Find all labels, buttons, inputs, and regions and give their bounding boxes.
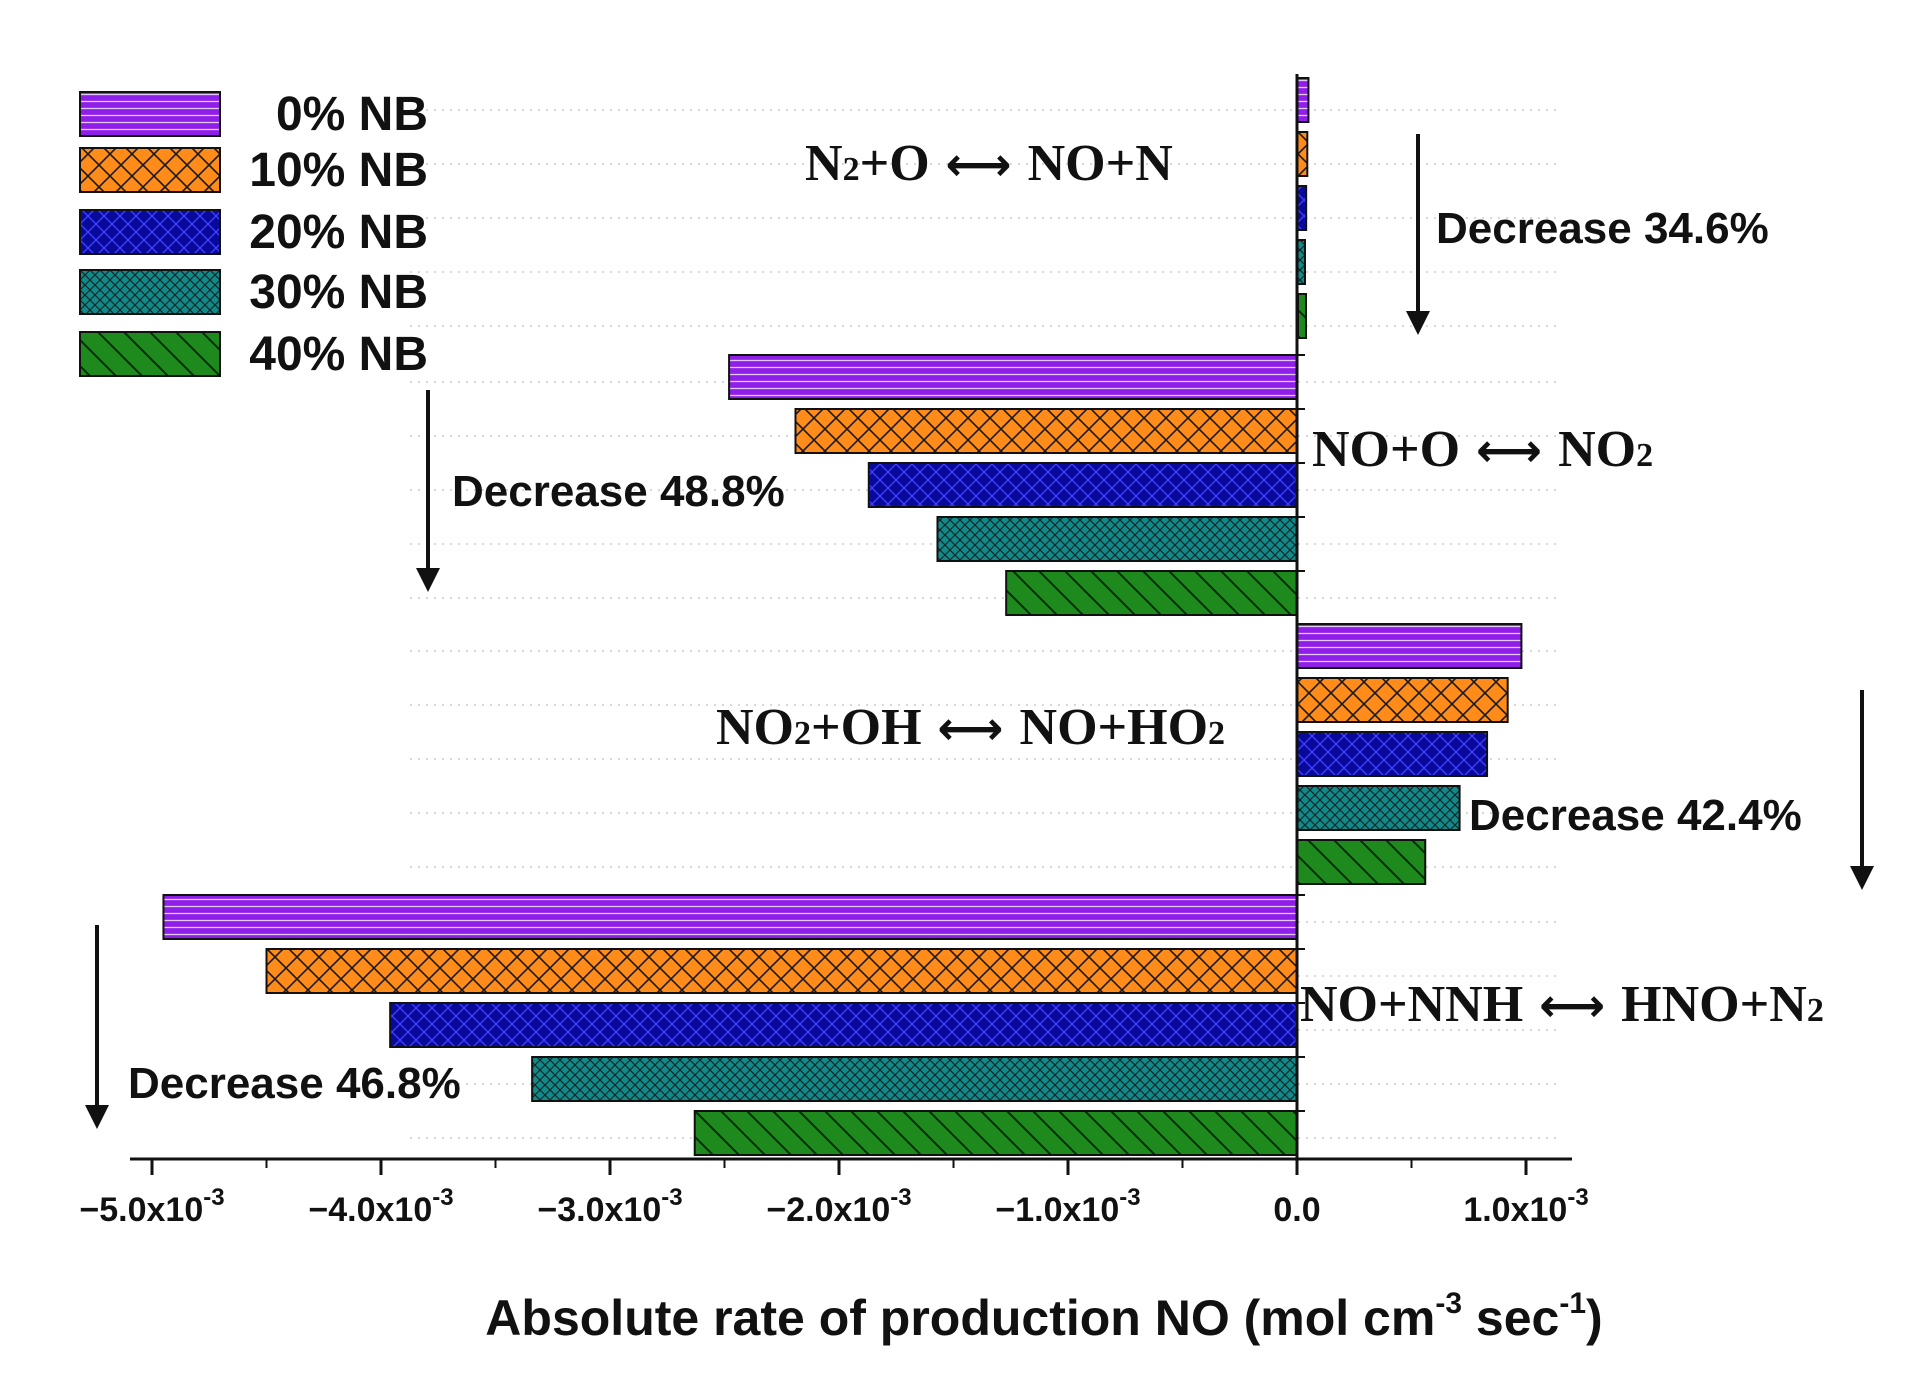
legend-label-5: 40% NB: [249, 328, 428, 381]
legend-label-3: 20% NB: [249, 206, 428, 259]
legend-swatch-4: [79, 269, 221, 315]
reaction-label-1: N2+O ⟷ NO+N: [805, 135, 1173, 192]
x-tick-label: 0.0: [1273, 1191, 1320, 1229]
bar-2-3: [867, 462, 1299, 508]
legend-label-1: 0% NB: [276, 88, 428, 141]
legend-swatch-2: [79, 147, 221, 193]
bar-1-1: [1296, 77, 1310, 123]
bar-1-2: [1296, 131, 1309, 177]
bar-3-2: [1296, 677, 1509, 723]
decrease-label-4: Decrease 46.8%: [128, 1059, 461, 1108]
bar-4-5: [693, 1110, 1298, 1156]
legend-swatch-5: [79, 331, 221, 377]
legend-label-4: 30% NB: [249, 266, 428, 319]
axes: −5.0x10-3 −4.0x10-3 −3.0x10-3 −2.0x10-3 −1.0…: [79, 74, 1603, 1346]
bar-3-1: [1296, 623, 1523, 669]
bar-2-1: [728, 354, 1298, 400]
bar-2-5: [1005, 570, 1298, 616]
reaction-label-4: NO+NNH ⟷ HNO+N2: [1300, 976, 1824, 1033]
bar-2-4: [936, 516, 1298, 562]
decrease-label-3: Decrease 42.4%: [1469, 791, 1802, 840]
x-tick-label: −1.0x10-3: [995, 1184, 1140, 1229]
bar-2-2: [794, 408, 1298, 454]
bar-3-5: [1296, 839, 1427, 885]
reaction-label-3: NO2+OH ⟷ NO+HO2: [716, 699, 1225, 756]
legend-swatch-1: [79, 91, 221, 137]
bar-1-5: [1297, 293, 1307, 339]
bar-4-2: [265, 948, 1298, 994]
bar-3-3: [1296, 731, 1489, 777]
decrease-label-2: Decrease 48.8%: [452, 467, 785, 516]
x-tick-label: −2.0x10-3: [766, 1184, 911, 1229]
bar-4-1: [162, 894, 1299, 940]
legend-label-2: 10% NB: [249, 144, 428, 197]
x-tick-label: −3.0x10-3: [537, 1184, 682, 1229]
decrease-label-1: Decrease 34.6%: [1436, 204, 1769, 253]
x-tick-label: −5.0x10-3: [79, 1184, 224, 1229]
reaction-label-2: NO+O ⟷ NO2: [1312, 421, 1653, 478]
bar-4-3: [389, 1002, 1299, 1048]
x-tick-label: 1.0x10-3: [1463, 1184, 1588, 1229]
x-tick-label: −4.0x10-3: [308, 1184, 453, 1229]
bar-4-4: [531, 1056, 1298, 1102]
bars: [162, 77, 1523, 1156]
bar-3-4: [1296, 785, 1461, 831]
annotations: N2+O ⟷ NO+N NO+O ⟷ NO2 NO2+OH ⟷ NO+HO2 NO+N…: [85, 134, 1874, 1129]
legend-swatch-3: [79, 209, 221, 255]
x-axis-title: Absolute rate of production NO (mol cm-3…: [485, 1287, 1602, 1346]
